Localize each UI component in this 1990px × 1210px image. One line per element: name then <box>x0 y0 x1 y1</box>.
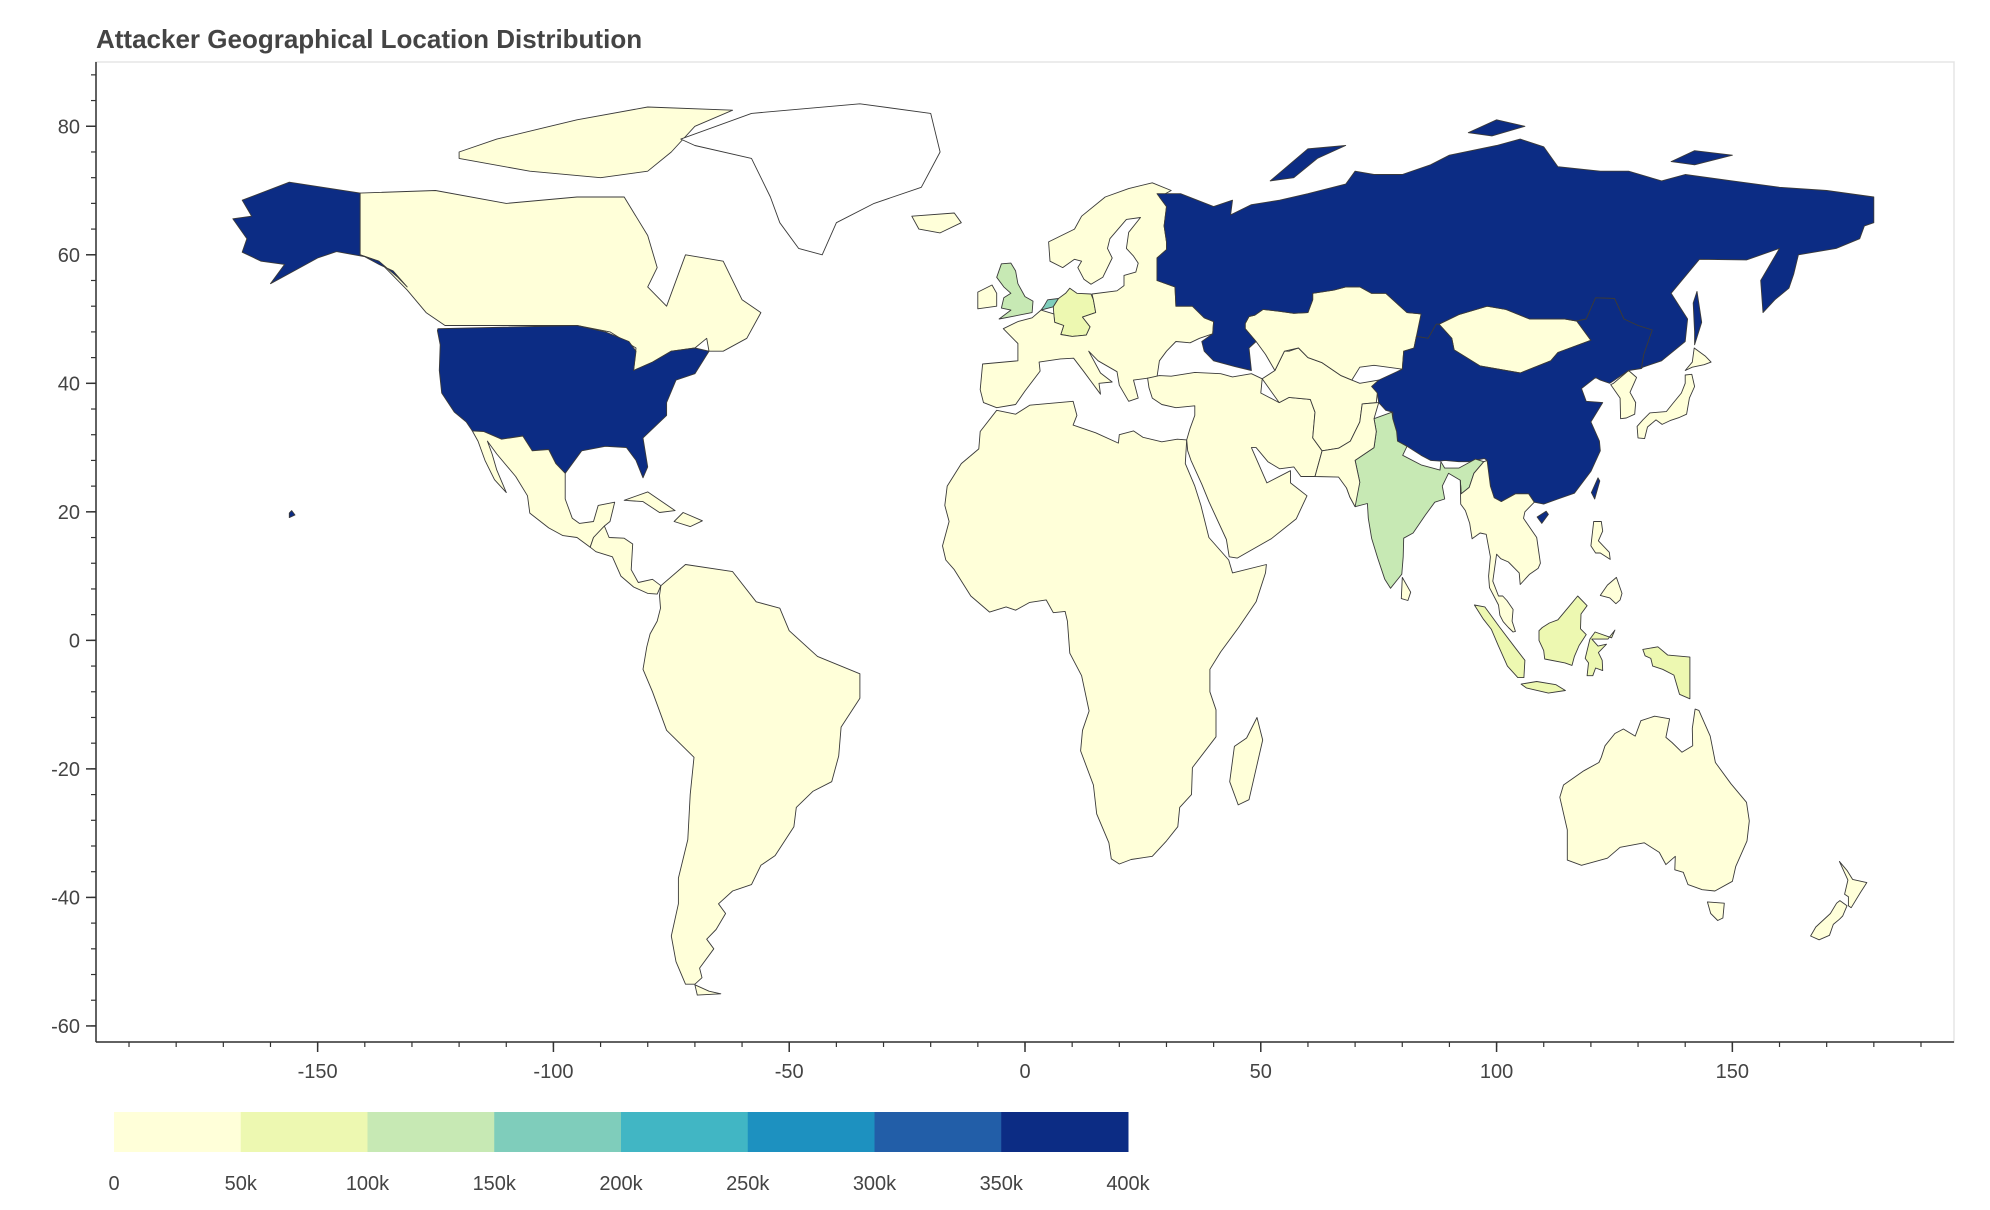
region-hawaii <box>288 510 296 519</box>
y-tick-label: 0 <box>69 630 80 652</box>
color-bar-label: 350k <box>980 1173 1024 1195</box>
region-new-zealand-north <box>1838 860 1868 909</box>
color-bar-swatch <box>874 1112 1002 1152</box>
color-bar-label: 300k <box>853 1173 897 1195</box>
x-tick-label: 0 <box>1019 1061 1030 1083</box>
color-bar-swatch <box>1001 1112 1129 1152</box>
color-bar-label: 100k <box>346 1173 390 1195</box>
region-japan <box>1636 373 1696 440</box>
axes: 80 60 40 20 0 -20 -40 -60 -150 -100 -50 0 50 100 150 <box>51 62 1954 1083</box>
region-united-kingdom <box>996 262 1034 320</box>
region-netherlands <box>1040 298 1059 311</box>
y-tick-label: 40 <box>58 373 80 395</box>
region-taiwan <box>1590 477 1601 500</box>
region-middle-east <box>1147 371 1323 559</box>
region-china <box>1371 297 1653 505</box>
color-bar-swatch <box>494 1112 622 1152</box>
region-sri-lanka <box>1400 576 1412 601</box>
y-tick-label: 80 <box>58 116 80 138</box>
x-tick-label: -150 <box>298 1061 338 1083</box>
color-bar-label: 0 <box>108 1173 119 1195</box>
region-java <box>1520 681 1566 694</box>
chart-title: Attacker Geographical Location Distribut… <box>96 24 643 54</box>
region-ireland <box>977 284 998 310</box>
y-tick-label: -40 <box>51 887 80 909</box>
region-novaya-zemlya <box>1269 145 1347 182</box>
color-bar: 0 50k 100k 150k 200k 250k 300k 350k 400k <box>108 1112 1151 1195</box>
region-hispaniola <box>673 512 703 528</box>
region-alaska-united-states <box>232 181 408 288</box>
color-bar-swatch <box>240 1112 368 1152</box>
region-new-siberian-islands <box>1670 150 1733 166</box>
region-greenland <box>680 103 941 256</box>
region-hainan <box>1536 510 1549 524</box>
y-tick-label: 20 <box>58 502 80 524</box>
region-madagascar <box>1229 717 1264 806</box>
color-bar-label: 200k <box>599 1173 643 1195</box>
region-philippines-luzon <box>1590 521 1611 560</box>
region-tasmania <box>1706 901 1725 921</box>
region-hokkaido <box>1684 347 1712 371</box>
x-tick-label: -50 <box>775 1061 804 1083</box>
region-europe-other <box>979 182 1215 409</box>
country-layer <box>232 103 1875 996</box>
region-philippines-mindanao <box>1599 576 1623 605</box>
region-canada-islands <box>458 106 734 179</box>
x-tick-label: 150 <box>1716 1061 1749 1083</box>
color-bar-label: 400k <box>1106 1173 1150 1195</box>
region-south-america <box>642 564 861 985</box>
region-sakhalin <box>1692 290 1703 346</box>
region-iceland <box>911 212 962 234</box>
region-central-america <box>589 525 662 595</box>
region-canada <box>359 190 762 371</box>
x-tick-label: -100 <box>533 1061 573 1083</box>
region-tierra-del-fuego <box>694 984 722 996</box>
color-bar-label: 50k <box>225 1173 258 1195</box>
color-bar-swatch <box>621 1112 749 1152</box>
color-bar-label: 150k <box>473 1173 517 1195</box>
region-united-states <box>436 325 710 479</box>
region-indonesia <box>1473 604 1526 679</box>
color-bar-swatch <box>367 1112 495 1152</box>
region-australia <box>1559 708 1750 892</box>
color-bar-label: 250k <box>726 1173 770 1195</box>
region-new-zealand-south <box>1810 900 1848 941</box>
region-korea <box>1610 370 1638 420</box>
region-borneo <box>1538 595 1588 666</box>
region-new-guinea <box>1642 646 1691 700</box>
region-sulawesi <box>1584 629 1616 677</box>
x-tick-label: 50 <box>1250 1061 1272 1083</box>
color-bar-swatch <box>747 1112 875 1152</box>
y-tick-label: 60 <box>58 245 80 267</box>
y-tick-label: -60 <box>51 1016 80 1038</box>
region-severnaya-zemlya <box>1467 119 1526 137</box>
region-africa <box>942 400 1267 865</box>
region-pakistan <box>1314 402 1380 508</box>
color-bar-swatch <box>114 1112 242 1152</box>
region-southeast-asia <box>1459 459 1541 633</box>
y-tick-label: -20 <box>51 759 80 781</box>
region-cuba <box>623 491 676 513</box>
x-tick-label: 100 <box>1480 1061 1513 1083</box>
